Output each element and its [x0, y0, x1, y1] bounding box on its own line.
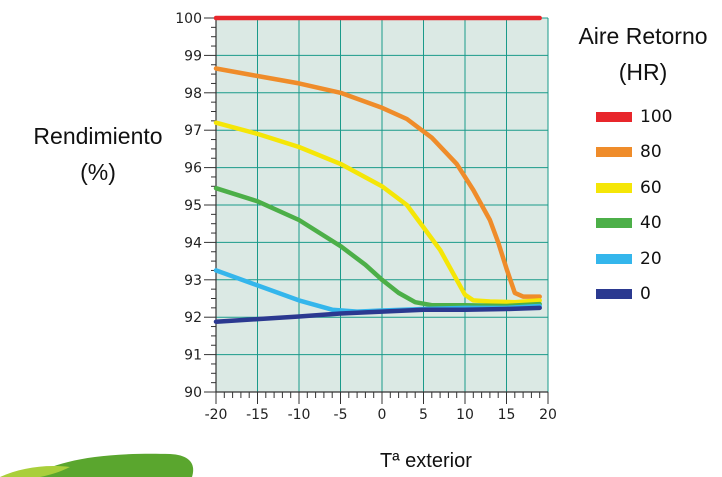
y-axis-label: Rendimiento (%)	[18, 118, 178, 190]
series-line-0	[213, 305, 542, 324]
legend-title-line-2: (HR)	[618, 59, 668, 85]
legend: 100 80 60 40 20 0	[596, 99, 672, 312]
y-tick-label: 93	[184, 273, 202, 289]
tick-labels: 90 91 92 93 94 95 96 97 98 99 100 -20 -15 -10 -5 0 5 10 15…	[175, 11, 557, 423]
legend-label: 0	[640, 284, 651, 305]
legend-label: 60	[640, 177, 662, 198]
x-tick-label: -15	[246, 407, 269, 423]
legend-label: 100	[640, 106, 673, 127]
y-tick-label: 90	[184, 385, 202, 401]
x-tick-label: -5	[334, 407, 348, 423]
y-tick-label: 99	[184, 48, 202, 64]
x-tick-label: 0	[378, 407, 387, 423]
y-tick-label: 96	[184, 161, 202, 177]
legend-title: Aire Retorno (HR)	[564, 18, 722, 90]
data-series	[213, 15, 542, 324]
x-tick-label: -20	[205, 407, 228, 423]
legend-item-60: 60	[596, 170, 672, 206]
series-line-80	[213, 66, 542, 299]
y-tick-label: 95	[184, 198, 202, 214]
y-tick-label: 98	[184, 86, 202, 102]
series-line-60	[213, 120, 542, 305]
y-tick-label: 92	[184, 310, 202, 326]
y-axis-label-line-2: (%)	[80, 159, 116, 185]
legend-item-40: 40	[596, 206, 672, 242]
legend-item-100: 100	[596, 99, 672, 135]
legend-swatch	[596, 253, 632, 264]
legend-swatch	[596, 289, 632, 300]
y-axis-label-line-1: Rendimiento	[33, 123, 163, 149]
y-tick-label: 94	[184, 235, 202, 251]
legend-swatch	[596, 147, 632, 158]
legend-item-0: 0	[596, 277, 672, 313]
legend-label: 20	[640, 248, 662, 269]
legend-label: 40	[640, 213, 662, 234]
logo-leaf-icon	[0, 453, 194, 477]
x-tick-label: 5	[419, 407, 428, 423]
y-tick-label: 97	[184, 123, 202, 139]
x-axis-label: Tª exterior	[380, 450, 472, 472]
legend-label: 80	[640, 142, 662, 163]
series-line-40	[213, 185, 542, 309]
legend-swatch	[596, 218, 632, 229]
x-tick-label: 10	[456, 407, 474, 423]
legend-swatch	[596, 111, 632, 122]
legend-item-20: 20	[596, 241, 672, 277]
x-tick-label: 15	[498, 407, 516, 423]
y-tick-label: 91	[184, 348, 202, 364]
legend-item-80: 80	[596, 135, 672, 171]
legend-swatch	[596, 182, 632, 193]
legend-title-line-1: Aire Retorno	[578, 23, 708, 49]
y-tick-label: 100	[175, 11, 202, 27]
axes	[204, 17, 549, 404]
x-tick-label: 20	[539, 407, 557, 423]
x-tick-label: -10	[288, 407, 311, 423]
